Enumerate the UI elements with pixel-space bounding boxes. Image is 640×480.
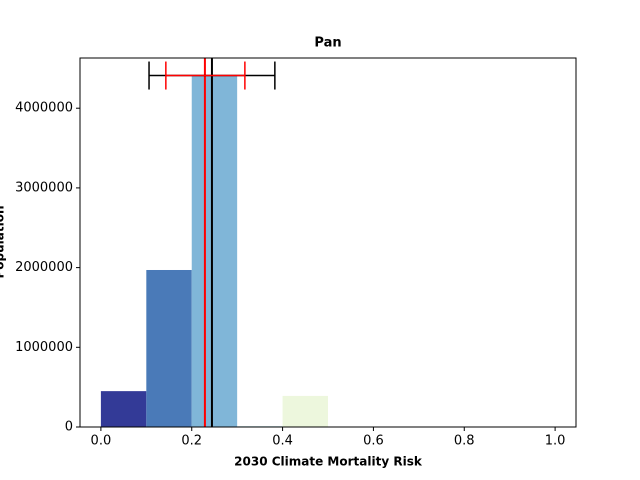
bar (146, 269, 192, 427)
x-tick-label: 1.0 (545, 434, 566, 449)
x-tick-label: 0.0 (91, 434, 112, 449)
x-tick-label: 0.6 (363, 434, 384, 449)
x-tick-label: 0.4 (272, 434, 293, 449)
y-tick-label: 4000000 (15, 101, 73, 116)
bar (191, 75, 238, 427)
y-tick-label: 3000000 (15, 180, 73, 195)
x-tick-label: 0.2 (181, 434, 202, 449)
y-axis-label: Population (0, 205, 7, 278)
y-tick-label: 2000000 (15, 260, 73, 275)
bar (282, 395, 328, 427)
plot-frame (79, 57, 577, 428)
bar (100, 391, 147, 427)
x-axis-label: 2030 Climate Mortality Risk (234, 455, 423, 469)
y-tick-label: 1000000 (15, 340, 73, 355)
y-tick-label: 0 (65, 420, 73, 435)
x-tick-label: 0.8 (454, 434, 475, 449)
chart-title: Pan (314, 36, 341, 51)
